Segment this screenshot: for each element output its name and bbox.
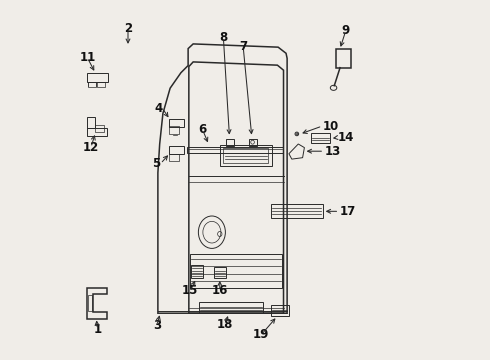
Bar — [190, 254, 282, 288]
Bar — [87, 117, 95, 128]
Bar — [215, 267, 226, 278]
Text: 7: 7 — [239, 40, 247, 53]
Text: 8: 8 — [220, 31, 227, 44]
Bar — [170, 126, 179, 134]
Bar — [199, 302, 263, 313]
Text: 17: 17 — [339, 205, 356, 218]
Text: 14: 14 — [338, 131, 354, 144]
Bar — [223, 148, 269, 163]
Text: 18: 18 — [217, 318, 233, 331]
Text: 4: 4 — [154, 102, 162, 114]
Text: 10: 10 — [322, 120, 339, 132]
Bar — [87, 128, 107, 136]
Bar — [220, 145, 272, 166]
Text: 11: 11 — [79, 51, 96, 64]
Bar — [170, 154, 179, 161]
Bar — [191, 265, 202, 278]
Bar — [226, 139, 234, 146]
Text: 16: 16 — [212, 284, 228, 297]
Bar — [87, 73, 108, 82]
Bar — [336, 49, 351, 68]
Bar — [170, 146, 184, 154]
Bar — [271, 204, 323, 218]
Bar — [88, 82, 96, 87]
Bar — [311, 133, 330, 143]
Bar — [248, 139, 257, 146]
Text: 3: 3 — [153, 319, 161, 332]
Bar — [97, 82, 104, 87]
Text: 13: 13 — [324, 145, 341, 158]
Text: 5: 5 — [152, 157, 160, 170]
Text: 19: 19 — [253, 328, 270, 341]
Text: 9: 9 — [342, 24, 350, 37]
Bar — [170, 119, 184, 127]
Bar — [187, 147, 283, 153]
Text: 2: 2 — [124, 22, 132, 35]
Text: 6: 6 — [198, 123, 207, 136]
Text: 1: 1 — [93, 323, 101, 336]
Bar — [95, 125, 103, 132]
Bar — [271, 305, 289, 316]
Text: 12: 12 — [83, 141, 99, 154]
Text: 15: 15 — [182, 284, 198, 297]
